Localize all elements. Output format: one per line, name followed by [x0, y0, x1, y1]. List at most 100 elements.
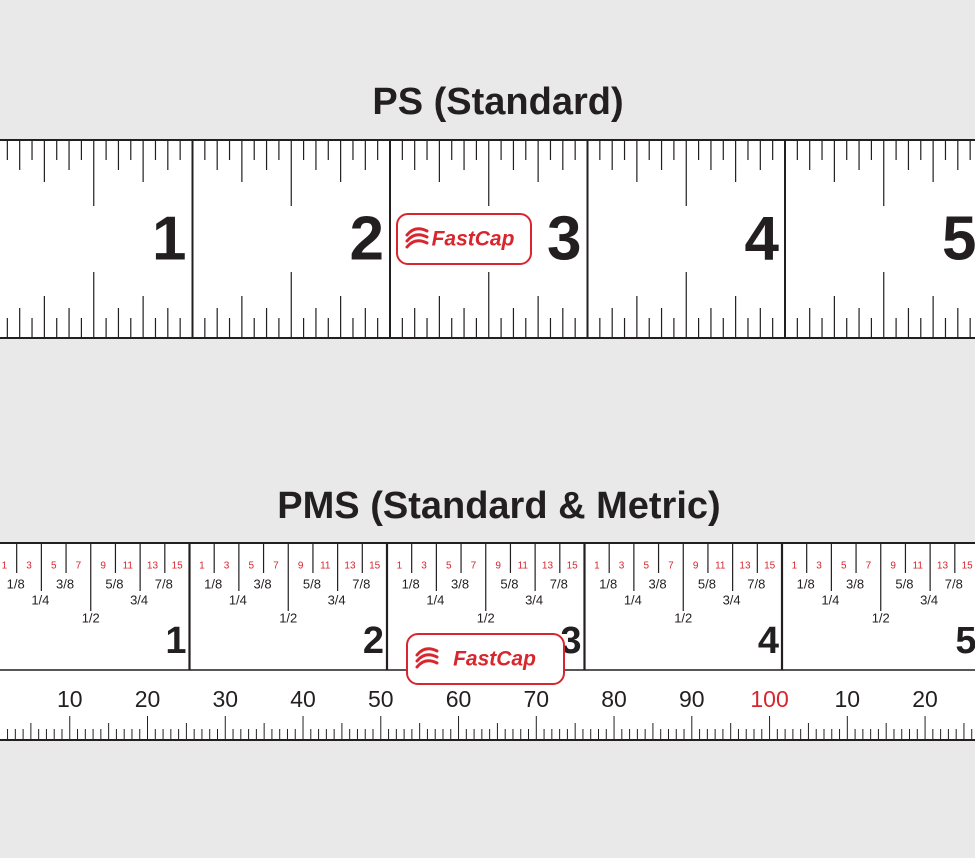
fraction-label: 1/2 [82, 610, 100, 625]
sixteenth-label: 7 [471, 561, 477, 572]
logo-text: FastCap [453, 648, 536, 671]
sixteenth-label: 3 [619, 561, 625, 572]
logos: FastCap FastCap [396, 213, 565, 685]
inch-label: 2 [350, 204, 384, 273]
fraction-label: 5/8 [303, 576, 321, 591]
sixteenth-label: 7 [273, 561, 279, 572]
fraction-label: 3/8 [846, 576, 864, 591]
sixteenth-label: 5 [446, 561, 452, 572]
sixteenth-label: 7 [866, 561, 872, 572]
fraction-label: 1/8 [402, 576, 420, 591]
fraction-label: 1/4 [426, 592, 444, 607]
graduations [0, 139, 975, 741]
fraction-label: 1/2 [872, 610, 890, 625]
sixteenth-label: 13 [739, 561, 751, 572]
fraction-label: 1/2 [477, 610, 495, 625]
fraction-label: 1/8 [599, 576, 617, 591]
fraction-label: 1/2 [279, 610, 297, 625]
fraction-label: 3/8 [451, 576, 469, 591]
metric-label: 60 [446, 686, 472, 712]
logo-swoosh [415, 659, 439, 669]
logo-badge [396, 213, 532, 265]
inch-label: 1 [165, 620, 186, 662]
sixteenth-label: 11 [518, 561, 529, 572]
sixteenth-label: 13 [542, 561, 554, 572]
sixteenth-label: 1 [594, 561, 600, 572]
inch-label: 3 [547, 204, 581, 273]
inch-label: 3 [560, 620, 581, 662]
inch-label: 4 [745, 204, 780, 273]
metric-label: 90 [679, 686, 705, 712]
logo-swoosh [415, 653, 439, 663]
sixteenth-label: 5 [248, 561, 254, 572]
inch-label: 1 [152, 204, 186, 273]
metric-label: 30 [212, 686, 238, 712]
sixteenth-label: 11 [123, 561, 134, 572]
sixteenth-label: 15 [962, 561, 974, 572]
sixteenth-label: 11 [913, 561, 924, 572]
sixteenth-label: 5 [841, 561, 847, 572]
logo-swoosh [415, 647, 439, 657]
sixteenth-label: 9 [890, 561, 896, 572]
sixteenth-label: 1 [199, 561, 205, 572]
fraction-label: 3/8 [649, 576, 667, 591]
inch-label: 4 [758, 620, 779, 662]
sixteenth-label: 13 [344, 561, 356, 572]
fraction-label: 1/8 [797, 576, 815, 591]
sixteenth-label: 15 [172, 561, 184, 572]
sixteenth-label: 9 [100, 561, 106, 572]
fraction-label: 1/8 [204, 576, 222, 591]
sixteenth-label: 1 [397, 561, 403, 572]
sixteenth-label: 1 [792, 561, 798, 572]
fraction-label: 3/4 [525, 592, 543, 607]
logo-swoosh [405, 239, 429, 249]
ruler-title: PMS (Standard & Metric) [277, 485, 720, 527]
sixteenth-label: 11 [320, 561, 331, 572]
metric-label: 20 [912, 686, 938, 712]
sixteenth-label: 7 [668, 561, 674, 572]
logo-swoosh [405, 233, 429, 243]
metric-label: 40 [290, 686, 316, 712]
fraction-label: 5/8 [105, 576, 123, 591]
metric-label: 70 [523, 686, 549, 712]
sixteenth-label: 3 [224, 561, 230, 572]
fraction-label: 3/4 [130, 592, 148, 607]
logo-text: FastCap [432, 228, 515, 251]
fraction-label: 3/4 [328, 592, 346, 607]
sixteenth-label: 15 [369, 561, 381, 572]
sixteenth-label: 13 [937, 561, 949, 572]
fraction-label: 1/2 [674, 610, 692, 625]
sixteenth-label: 3 [26, 561, 32, 572]
fraction-label: 1/4 [821, 592, 839, 607]
ruler-title: PS (Standard) [372, 81, 623, 123]
sixteenth-label: 15 [764, 561, 776, 572]
sixteenth-label: 11 [715, 561, 726, 572]
sixteenth-label: 5 [643, 561, 649, 572]
fraction-label: 7/8 [747, 576, 765, 591]
inch-label: 2 [363, 620, 384, 662]
sixteenth-label: 13 [147, 561, 159, 572]
metric-label: 10 [835, 686, 861, 712]
fraction-label: 7/8 [155, 576, 173, 591]
fraction-label: 5/8 [698, 576, 716, 591]
fraction-label: 3/4 [723, 592, 741, 607]
logo: FastCap [396, 213, 532, 265]
sixteenth-label: 7 [76, 561, 82, 572]
logo: FastCap [406, 633, 565, 685]
inch-label: 5 [942, 204, 975, 273]
metric-label: 100 [750, 686, 788, 712]
fraction-label: 7/8 [945, 576, 963, 591]
metric-label: 20 [135, 686, 161, 712]
fraction-label: 3/8 [56, 576, 74, 591]
fraction-label: 7/8 [352, 576, 370, 591]
metric-label: 80 [601, 686, 627, 712]
fraction-label: 1/4 [624, 592, 642, 607]
fraction-label: 7/8 [550, 576, 568, 591]
sixteenth-label: 9 [298, 561, 304, 572]
inch-label: 5 [955, 620, 975, 662]
sixteenth-label: 9 [693, 561, 699, 572]
fraction-label: 1/4 [229, 592, 247, 607]
logo-badge [406, 633, 565, 685]
